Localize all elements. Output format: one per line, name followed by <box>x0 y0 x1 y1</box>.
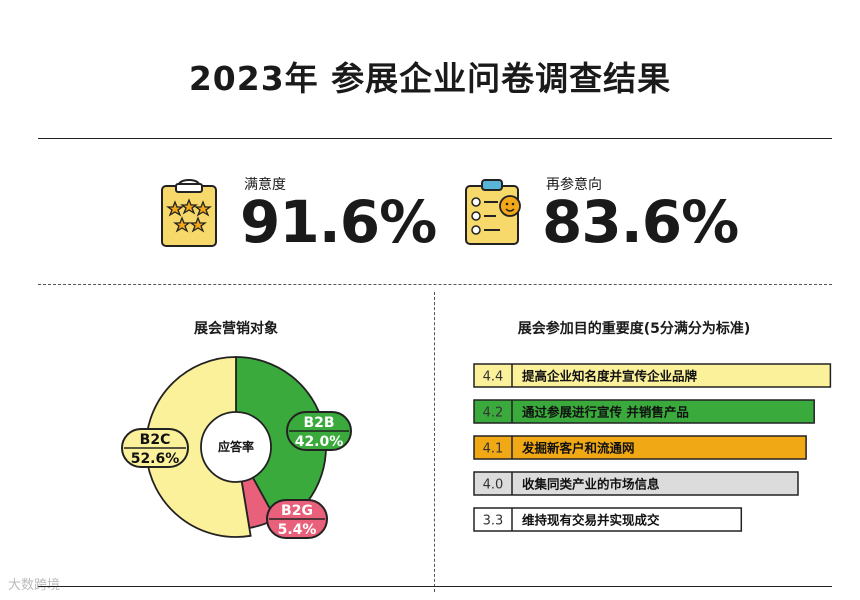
bar-category-label-1: 通过参展进行宣传 并销售产品 <box>522 405 689 420</box>
donut-title: 展会营销对象 <box>194 321 278 337</box>
section-divider <box>434 292 435 592</box>
bar-category-label-3: 收集同类产业的市场信息 <box>522 477 660 492</box>
bar-category-label-4: 维持现有交易并实现成交 <box>522 513 660 528</box>
donut-center-label: 应答率 <box>218 439 254 454</box>
slice-value-b2c: 52.6% <box>131 451 180 467</box>
revisit-intention-label: 再参意向 <box>546 177 602 193</box>
checklist-smile-icon <box>465 179 521 245</box>
donut-center <box>200 411 272 483</box>
bar-3 <box>473 471 799 496</box>
slice-value-b2g: 5.4% <box>278 522 317 538</box>
watermark: 大数跨境 <box>8 578 61 593</box>
bar-4 <box>473 507 743 532</box>
kpi-divider <box>38 284 832 285</box>
slice-label-b2c: B2C <box>140 432 171 448</box>
b2c-callout: B2C 52.6% <box>121 428 189 468</box>
clipboard-stars-icon <box>161 178 217 247</box>
slice-label-b2g: B2G <box>281 503 313 519</box>
bar-1 <box>473 399 815 424</box>
bar-value-label-2: 4.1 <box>483 442 504 457</box>
bar-value-label-0: 4.4 <box>483 370 504 385</box>
bar-category-label-0: 提高企业知名度并宣传企业品牌 <box>522 369 698 384</box>
slice-value-b2b: 42.0% <box>295 434 344 450</box>
satisfaction-label: 满意度 <box>244 177 286 193</box>
bar-chart-title: 展会参加目的重要度(5分满分为标准) <box>517 321 751 337</box>
page-title: 2023年 参展企业问卷调查结果 <box>188 59 672 98</box>
bar-0 <box>473 363 832 388</box>
donut-chart: 应答率 B2B 42.0% B2C 52.6% B2G 5.4% <box>121 356 352 539</box>
b2b-callout: B2B 42.0% <box>286 411 352 451</box>
satisfaction-value: 91.6% <box>240 188 437 256</box>
bar-value-label-1: 4.2 <box>483 406 504 421</box>
bar-value-label-4: 3.3 <box>483 514 504 529</box>
slice-label-b2b: B2B <box>303 415 334 431</box>
revisit-intention-value: 83.6% <box>542 188 739 256</box>
bar-2 <box>473 435 807 460</box>
bar-value-label-3: 4.0 <box>483 478 504 493</box>
footer-rule <box>38 586 832 587</box>
bar-category-label-2: 发掘新客户和流通网 <box>521 441 635 456</box>
b2g-callout: B2G 5.4% <box>266 499 328 539</box>
title-divider <box>38 138 832 139</box>
bar-chart: 4.4 提高企业知名度并宣传企业品牌 4.2 通过参展进行宣传 并销售产品 4.1 发掘新… <box>473 363 832 532</box>
